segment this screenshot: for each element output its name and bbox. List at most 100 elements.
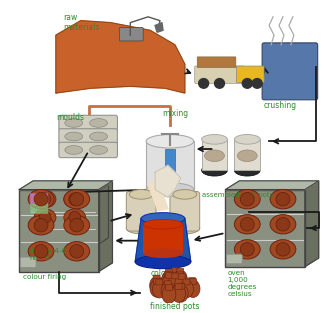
Ellipse shape [70, 244, 84, 258]
Ellipse shape [234, 135, 260, 144]
Ellipse shape [161, 282, 175, 300]
Polygon shape [19, 181, 112, 190]
Text: drying 4-6
hours: drying 4-6 hours [29, 249, 66, 261]
Text: finished pots: finished pots [150, 302, 200, 311]
FancyBboxPatch shape [262, 43, 318, 100]
FancyBboxPatch shape [178, 283, 185, 289]
FancyBboxPatch shape [153, 278, 161, 284]
Ellipse shape [69, 211, 81, 224]
Text: mixing: mixing [162, 110, 188, 118]
Ellipse shape [65, 146, 83, 154]
Ellipse shape [28, 216, 54, 235]
Ellipse shape [141, 213, 185, 224]
Ellipse shape [70, 192, 84, 206]
Ellipse shape [90, 132, 108, 141]
Ellipse shape [174, 285, 188, 302]
Ellipse shape [234, 164, 260, 176]
Circle shape [252, 79, 262, 88]
FancyBboxPatch shape [119, 28, 143, 41]
FancyBboxPatch shape [165, 285, 172, 290]
Ellipse shape [270, 215, 296, 234]
Ellipse shape [173, 190, 197, 199]
Ellipse shape [39, 193, 51, 205]
Ellipse shape [234, 190, 260, 209]
Ellipse shape [161, 273, 175, 290]
Ellipse shape [146, 135, 194, 148]
Text: oven
1,000
degrees
celsius: oven 1,000 degrees celsius [227, 269, 257, 297]
Ellipse shape [39, 211, 51, 224]
Ellipse shape [64, 209, 86, 226]
Ellipse shape [28, 190, 54, 209]
FancyBboxPatch shape [19, 190, 98, 272]
Ellipse shape [173, 270, 187, 287]
Ellipse shape [237, 150, 257, 162]
FancyBboxPatch shape [197, 57, 236, 68]
FancyBboxPatch shape [143, 224, 183, 253]
Text: colour firing: colour firing [23, 275, 66, 280]
FancyBboxPatch shape [188, 278, 195, 283]
Ellipse shape [34, 218, 48, 232]
FancyBboxPatch shape [165, 269, 172, 275]
FancyBboxPatch shape [153, 275, 160, 281]
Polygon shape [155, 23, 163, 32]
Polygon shape [148, 180, 168, 211]
FancyBboxPatch shape [126, 192, 156, 231]
Ellipse shape [240, 192, 254, 206]
Ellipse shape [162, 271, 176, 288]
Ellipse shape [90, 119, 108, 127]
Ellipse shape [126, 222, 156, 234]
FancyBboxPatch shape [189, 279, 197, 285]
Ellipse shape [135, 255, 191, 269]
Ellipse shape [65, 132, 83, 141]
Ellipse shape [205, 150, 225, 162]
Ellipse shape [170, 222, 200, 234]
Polygon shape [305, 181, 318, 267]
Ellipse shape [162, 274, 176, 291]
FancyBboxPatch shape [59, 115, 117, 131]
Ellipse shape [172, 285, 186, 302]
Ellipse shape [276, 192, 290, 206]
Ellipse shape [234, 240, 260, 259]
FancyBboxPatch shape [226, 190, 305, 267]
FancyBboxPatch shape [177, 269, 184, 274]
FancyBboxPatch shape [178, 274, 185, 280]
Ellipse shape [240, 218, 254, 231]
FancyBboxPatch shape [146, 141, 194, 190]
FancyBboxPatch shape [177, 272, 184, 278]
Polygon shape [97, 185, 109, 245]
Text: moulds: moulds [56, 113, 84, 122]
FancyBboxPatch shape [164, 272, 171, 277]
FancyBboxPatch shape [30, 204, 48, 214]
FancyBboxPatch shape [172, 273, 179, 279]
Polygon shape [226, 181, 318, 190]
Ellipse shape [143, 249, 183, 258]
Ellipse shape [34, 191, 56, 208]
FancyBboxPatch shape [30, 193, 48, 205]
FancyBboxPatch shape [195, 66, 244, 83]
Ellipse shape [34, 192, 48, 206]
Ellipse shape [70, 218, 84, 232]
Ellipse shape [69, 193, 81, 205]
FancyBboxPatch shape [59, 129, 117, 144]
Ellipse shape [34, 209, 56, 226]
Ellipse shape [152, 280, 166, 298]
FancyBboxPatch shape [234, 139, 260, 170]
Text: crushing: crushing [264, 101, 297, 110]
Ellipse shape [202, 164, 228, 176]
FancyBboxPatch shape [236, 66, 264, 82]
Circle shape [199, 79, 209, 88]
Ellipse shape [150, 280, 164, 297]
FancyBboxPatch shape [164, 281, 171, 287]
FancyBboxPatch shape [156, 279, 163, 285]
Ellipse shape [65, 119, 83, 127]
Ellipse shape [28, 242, 54, 261]
Text: raw
materials: raw materials [63, 13, 99, 32]
Ellipse shape [202, 135, 228, 144]
Ellipse shape [186, 280, 200, 297]
Ellipse shape [234, 215, 260, 234]
FancyBboxPatch shape [59, 142, 117, 158]
Ellipse shape [64, 216, 90, 235]
Ellipse shape [64, 190, 90, 209]
Ellipse shape [180, 280, 193, 298]
Polygon shape [135, 218, 191, 262]
